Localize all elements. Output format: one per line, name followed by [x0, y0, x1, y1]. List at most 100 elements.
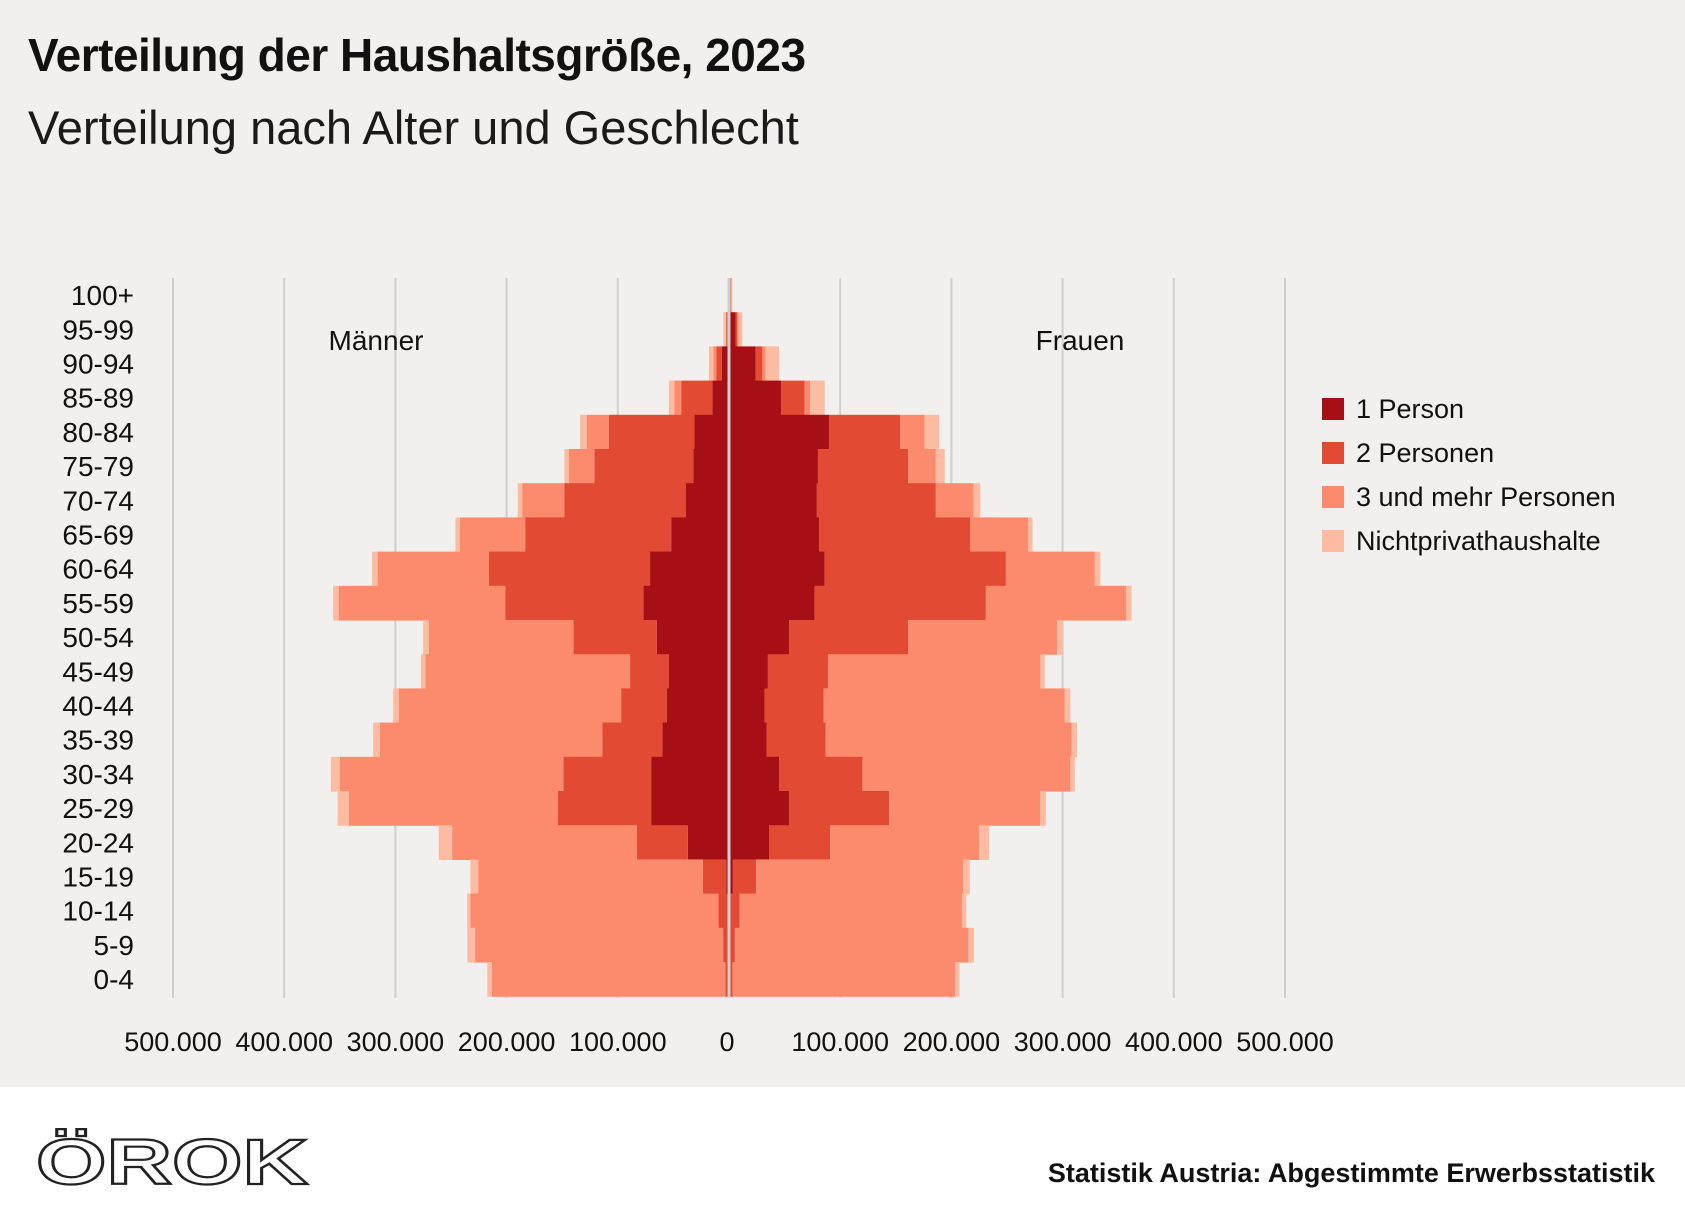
- bar-women-65-69: [729, 517, 820, 553]
- x-tick-label: 500.000: [124, 1027, 222, 1057]
- bar-women-5-9: [729, 927, 735, 963]
- chart-subtitle: Verteilung nach Alter und Geschlecht: [28, 101, 799, 154]
- bar-women-60-64: [1005, 551, 1095, 587]
- bar-women-10-14: [729, 893, 740, 929]
- bar-men-85-89: [668, 380, 675, 416]
- bar-men-55-59: [505, 585, 644, 621]
- bar-women-15-19: [963, 859, 970, 895]
- bar-men-45-49: [630, 654, 669, 689]
- age-label: 100+: [71, 280, 134, 311]
- legend-swatch: [1322, 486, 1344, 508]
- bar-women-50-54: [729, 620, 790, 655]
- bar-men-35-39: [379, 722, 603, 758]
- legend-label: 2 Personen: [1356, 438, 1494, 468]
- x-tick-label: 100.000: [569, 1027, 667, 1057]
- bar-men-10-14: [718, 893, 729, 929]
- bar-women-85-89: [810, 380, 825, 416]
- bar-men-0-4: [491, 962, 726, 997]
- bar-women-5-9: [968, 927, 974, 963]
- bar-men-70-74: [522, 483, 565, 518]
- x-tick-label: 200.000: [903, 1027, 1001, 1057]
- age-label: 50-54: [62, 622, 134, 653]
- bar-women-55-59: [985, 585, 1126, 621]
- bar-men-40-44: [398, 688, 622, 724]
- men-label: Männer: [329, 325, 424, 356]
- bar-women-40-44: [823, 688, 1065, 724]
- bar-women-5-9: [734, 927, 969, 963]
- bar-women-55-59: [814, 585, 986, 621]
- legend-label: 3 und mehr Personen: [1356, 482, 1616, 512]
- bar-women-20-24: [979, 825, 990, 860]
- bar-men-65-69: [671, 517, 729, 553]
- bar-women-85-89: [729, 380, 782, 416]
- bar-men-90-94: [716, 346, 722, 382]
- bar-women-60-64: [1094, 551, 1101, 587]
- x-tick-label: 200.000: [458, 1027, 556, 1057]
- bar-men-15-19: [470, 859, 479, 895]
- age-label: 5-9: [94, 930, 134, 961]
- bar-women-40-44: [729, 688, 765, 724]
- bar-men-85-89: [674, 380, 682, 416]
- age-label: 40-44: [62, 691, 134, 722]
- bar-women-25-29: [889, 791, 1041, 826]
- age-label: 55-59: [62, 588, 134, 619]
- bar-women-50-54: [908, 620, 1058, 655]
- bar-women-20-24: [830, 825, 980, 860]
- age-label: 35-39: [62, 725, 134, 756]
- bar-men-30-34: [563, 756, 652, 792]
- bar-women-15-19: [732, 859, 757, 895]
- legend-label: Nichtprivathaushalte: [1356, 526, 1601, 556]
- bar-men-15-19: [478, 859, 703, 895]
- bar-women-60-64: [824, 551, 1006, 587]
- bar-women-45-49: [1040, 654, 1045, 689]
- bar-men-70-74: [517, 483, 523, 518]
- bar-women-40-44: [764, 688, 824, 724]
- bar-women-75-79: [817, 449, 909, 484]
- oerok-logo: ÖROK: [36, 1128, 309, 1190]
- bar-men-30-34: [339, 756, 564, 792]
- bar-women-45-49: [767, 654, 828, 689]
- bar-women-70-74: [973, 483, 981, 518]
- bar-women-0-4: [955, 962, 960, 997]
- bar-men-90-94: [713, 346, 717, 382]
- bar-men-25-29: [651, 791, 729, 826]
- bar-men-20-24: [636, 825, 688, 860]
- bar-women-100+: [730, 278, 732, 313]
- bar-men-15-19: [702, 859, 727, 895]
- age-label: 45-49: [62, 656, 134, 687]
- bar-men-40-44: [393, 688, 399, 724]
- bar-women-30-34: [862, 756, 1071, 792]
- age-label: 90-94: [62, 349, 134, 380]
- bar-women-30-34: [729, 756, 780, 792]
- bar-men-35-39: [373, 722, 380, 758]
- bar-women-95-99: [735, 312, 738, 347]
- age-label: 70-74: [62, 485, 134, 516]
- bar-women-65-69: [1028, 517, 1033, 553]
- bar-men-80-84: [586, 414, 609, 450]
- bar-women-95-99: [738, 312, 743, 347]
- legend-swatch: [1322, 398, 1344, 420]
- bar-women-80-84: [900, 414, 925, 450]
- bar-men-55-59: [338, 585, 506, 621]
- bar-men-40-44: [666, 688, 729, 724]
- bar-women-25-29: [729, 791, 790, 826]
- bar-men-90-94: [708, 346, 714, 382]
- bar-men-30-34: [330, 756, 340, 792]
- bar-men-75-79: [594, 449, 694, 484]
- bar-women-35-39: [729, 722, 767, 758]
- bar-men-10-14: [470, 893, 719, 929]
- bar-women-25-29: [789, 791, 890, 826]
- bar-women-15-19: [756, 859, 964, 895]
- bar-men-10-14: [467, 893, 471, 929]
- bar-women-55-59: [729, 585, 815, 621]
- age-label: 10-14: [62, 896, 134, 927]
- bar-men-80-84: [579, 414, 587, 450]
- bar-men-45-49: [420, 654, 426, 689]
- bar-men-35-39: [602, 722, 663, 758]
- bar-men-5-9: [467, 927, 476, 963]
- x-tick-label: 300.000: [1014, 1027, 1112, 1057]
- bar-men-85-89: [681, 380, 713, 416]
- legend: 1 Person 2 Personen 3 und mehr Personen Nic…: [1322, 394, 1616, 556]
